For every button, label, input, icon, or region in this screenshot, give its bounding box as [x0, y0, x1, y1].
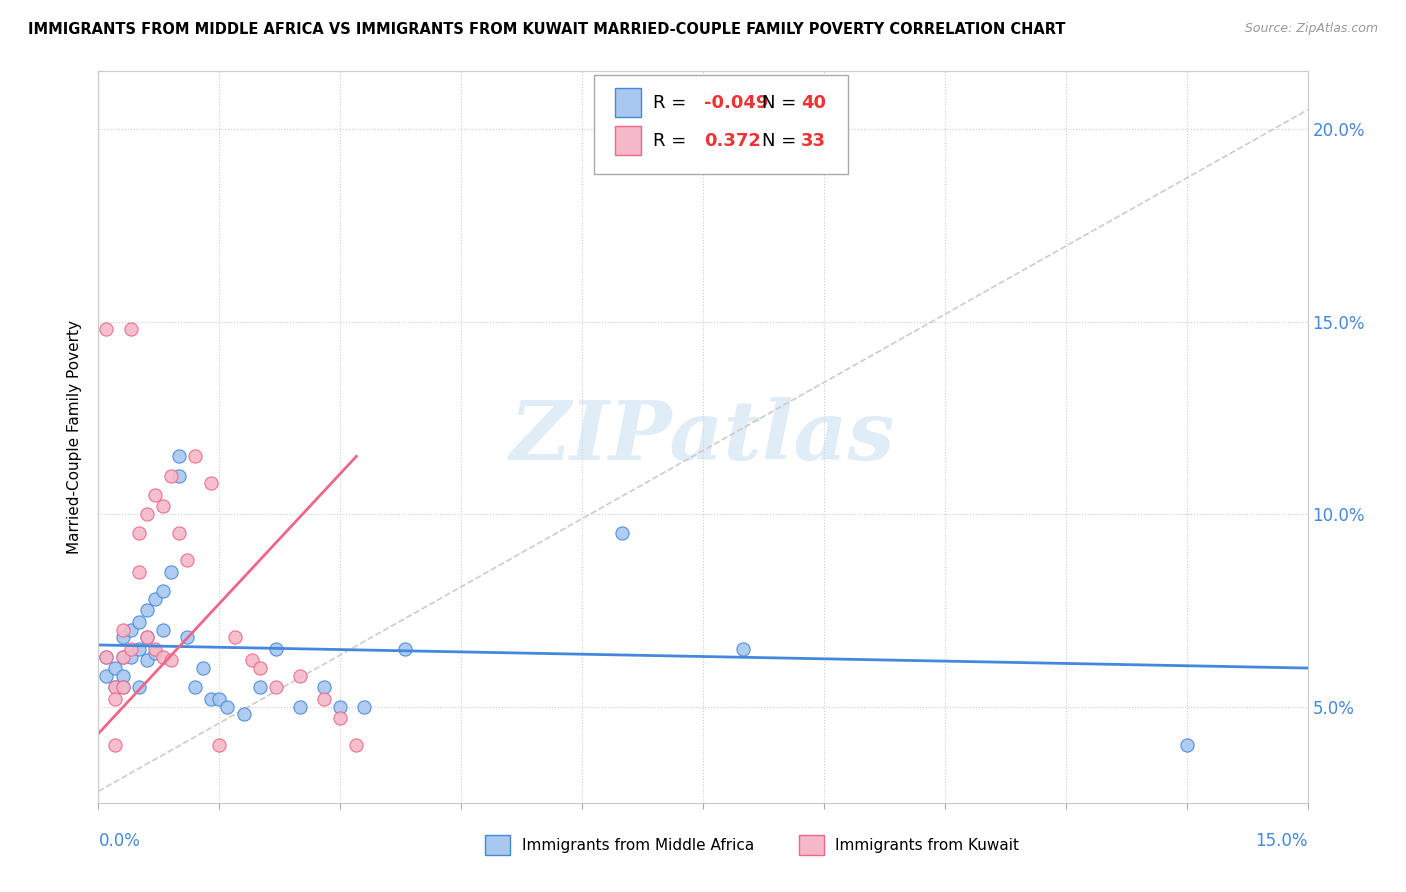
Text: Immigrants from Kuwait: Immigrants from Kuwait — [835, 838, 1019, 853]
Text: IMMIGRANTS FROM MIDDLE AFRICA VS IMMIGRANTS FROM KUWAIT MARRIED-COUPLE FAMILY PO: IMMIGRANTS FROM MIDDLE AFRICA VS IMMIGRA… — [28, 22, 1066, 37]
Point — [193, 661, 215, 675]
Point — [135, 630, 157, 644]
Point — [128, 526, 150, 541]
Point — [135, 507, 157, 521]
Text: Source: ZipAtlas.com: Source: ZipAtlas.com — [1244, 22, 1378, 36]
Point — [111, 649, 134, 664]
Point — [111, 681, 134, 695]
Point — [143, 488, 166, 502]
Point — [329, 699, 352, 714]
Point — [103, 661, 125, 675]
FancyBboxPatch shape — [595, 75, 848, 174]
Point — [176, 553, 198, 567]
Point — [111, 649, 134, 664]
Point — [152, 584, 174, 599]
Text: -0.049: -0.049 — [704, 94, 769, 112]
Point — [143, 641, 166, 656]
Point — [128, 565, 150, 579]
Text: 40: 40 — [801, 94, 825, 112]
Point — [103, 681, 125, 695]
Point — [111, 669, 134, 683]
Point — [103, 681, 125, 695]
Point — [249, 661, 271, 675]
Text: 15.0%: 15.0% — [1256, 832, 1308, 850]
Text: ZIPatlas: ZIPatlas — [510, 397, 896, 477]
FancyBboxPatch shape — [485, 835, 510, 855]
Point — [217, 699, 239, 714]
Point — [353, 699, 375, 714]
Point — [152, 623, 174, 637]
Point — [128, 641, 150, 656]
Text: 33: 33 — [801, 132, 825, 150]
Point — [135, 653, 157, 667]
Point — [160, 653, 183, 667]
Text: R =: R = — [654, 94, 692, 112]
Point — [111, 623, 134, 637]
Point — [103, 691, 125, 706]
Point — [288, 699, 311, 714]
Text: N =: N = — [762, 132, 803, 150]
Point — [167, 526, 190, 541]
Point — [224, 630, 246, 644]
Point — [120, 322, 142, 336]
Point — [120, 649, 142, 664]
Text: R =: R = — [654, 132, 699, 150]
FancyBboxPatch shape — [614, 88, 641, 118]
Point — [232, 707, 254, 722]
Point — [314, 681, 336, 695]
Point — [96, 649, 118, 664]
Point — [167, 468, 190, 483]
Text: 0.372: 0.372 — [704, 132, 761, 150]
Point — [120, 641, 142, 656]
Point — [288, 669, 311, 683]
Point — [111, 630, 134, 644]
Point — [184, 681, 207, 695]
Point — [160, 468, 183, 483]
Y-axis label: Married-Couple Family Poverty: Married-Couple Family Poverty — [67, 320, 83, 554]
Point — [329, 711, 352, 725]
Point — [240, 653, 263, 667]
Point — [167, 450, 190, 464]
Point — [152, 649, 174, 664]
Point — [120, 623, 142, 637]
Point — [143, 591, 166, 606]
Point — [200, 476, 222, 491]
Point — [184, 450, 207, 464]
Point — [200, 691, 222, 706]
Point — [733, 641, 755, 656]
Text: 0.0%: 0.0% — [98, 832, 141, 850]
Point — [612, 526, 634, 541]
Point — [135, 603, 157, 617]
Point — [96, 669, 118, 683]
Point — [96, 322, 118, 336]
Point — [135, 630, 157, 644]
Point — [128, 681, 150, 695]
Point — [1175, 738, 1198, 752]
Point — [143, 646, 166, 660]
Point — [160, 565, 183, 579]
Point — [176, 630, 198, 644]
Point — [394, 641, 416, 656]
Point — [103, 738, 125, 752]
Point — [152, 500, 174, 514]
Point — [111, 681, 134, 695]
Point — [96, 649, 118, 664]
FancyBboxPatch shape — [614, 126, 641, 155]
Text: Immigrants from Middle Africa: Immigrants from Middle Africa — [522, 838, 754, 853]
Point — [264, 641, 287, 656]
Point — [314, 691, 336, 706]
Point — [249, 681, 271, 695]
Point — [208, 691, 231, 706]
Text: N =: N = — [762, 94, 803, 112]
Point — [128, 615, 150, 629]
FancyBboxPatch shape — [799, 835, 824, 855]
Point — [264, 681, 287, 695]
Point — [344, 738, 367, 752]
Point — [208, 738, 231, 752]
